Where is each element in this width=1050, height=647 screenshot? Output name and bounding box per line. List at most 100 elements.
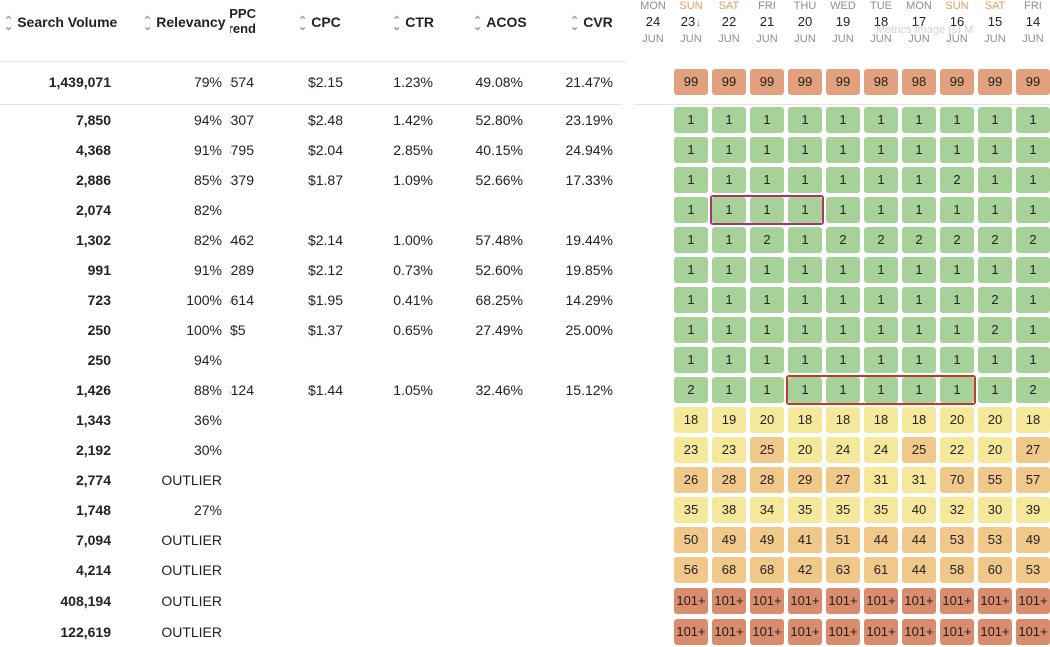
- rank-cell[interactable]: 28: [750, 467, 784, 493]
- rank-cell[interactable]: 2: [1016, 377, 1050, 403]
- rank-cell[interactable]: 1: [902, 107, 936, 133]
- rank-cell[interactable]: 101+: [788, 619, 822, 645]
- date-column-header[interactable]: SAT 15 JUN: [976, 0, 1014, 46]
- table-row[interactable]: 991 91% $289 $2.12 0.73% 52.60% 19.85%: [0, 255, 630, 285]
- rank-cell[interactable]: 1: [750, 137, 784, 163]
- rank-cell[interactable]: 39: [1016, 497, 1050, 523]
- ctr-header[interactable]: ⌃ ⌄ CTR: [392, 14, 434, 33]
- rank-cell[interactable]: 1: [864, 197, 898, 223]
- rank-cell[interactable]: 60: [978, 557, 1012, 583]
- rank-cell[interactable]: 1: [788, 107, 822, 133]
- table-row[interactable]: 4,214 OUTLIER: [0, 555, 630, 585]
- date-column-header[interactable]: FRI 14 JUN: [1014, 0, 1050, 46]
- rank-cell[interactable]: 30: [978, 497, 1012, 523]
- rank-cell[interactable]: 1: [1016, 317, 1050, 343]
- rank-cell[interactable]: 20: [940, 407, 974, 433]
- rank-cell[interactable]: 27: [826, 467, 860, 493]
- rank-cell[interactable]: 101+: [902, 588, 936, 614]
- rank-cell[interactable]: 1: [712, 227, 746, 253]
- rank-cell[interactable]: 101+: [674, 588, 708, 614]
- rank-cell[interactable]: 57: [1016, 467, 1050, 493]
- rank-cell[interactable]: 1: [864, 167, 898, 193]
- rank-cell[interactable]: 58: [940, 557, 974, 583]
- rank-cell[interactable]: 1: [788, 347, 822, 373]
- rank-cell[interactable]: 101+: [978, 619, 1012, 645]
- table-row[interactable]: 2,192 30%: [0, 435, 630, 465]
- rank-cell[interactable]: 1: [1016, 257, 1050, 283]
- rank-cell[interactable]: 18: [864, 407, 898, 433]
- rank-cell[interactable]: 2: [1016, 227, 1050, 253]
- rank-cell[interactable]: 1: [750, 347, 784, 373]
- cvr-header[interactable]: ⌃ ⌄ CVR: [570, 14, 613, 33]
- rank-cell[interactable]: 41: [788, 527, 822, 553]
- rank-cell[interactable]: 24: [826, 437, 860, 463]
- table-row[interactable]: 2,774 OUTLIER: [0, 465, 630, 495]
- rank-cell[interactable]: 1: [1016, 197, 1050, 223]
- rank-cell[interactable]: 1: [864, 317, 898, 343]
- table-row[interactable]: 122,619 OUTLIER: [0, 617, 630, 647]
- table-row[interactable]: 1,302 82% $462 $2.14 1.00% 57.48% 19.44%: [0, 225, 630, 255]
- rank-cell[interactable]: 1: [712, 107, 746, 133]
- search-volume-header[interactable]: ⌃ ⌄ Search Volume: [4, 14, 117, 33]
- rank-cell[interactable]: 1: [712, 317, 746, 343]
- rank-cell[interactable]: 101+: [940, 619, 974, 645]
- rank-cell[interactable]: 1: [826, 107, 860, 133]
- rank-cell[interactable]: 35: [788, 497, 822, 523]
- rank-cell[interactable]: 101+: [978, 588, 1012, 614]
- rank-cell[interactable]: 1: [1016, 347, 1050, 373]
- rank-cell[interactable]: 44: [864, 527, 898, 553]
- table-row[interactable]: 1,426 88% $124 $1.44 1.05% 32.46% 15.12%: [0, 375, 630, 405]
- rank-cell[interactable]: 101+: [750, 588, 784, 614]
- rank-cell[interactable]: 1: [978, 257, 1012, 283]
- rank-cell[interactable]: 1: [750, 257, 784, 283]
- rank-cell[interactable]: 24: [864, 437, 898, 463]
- rank-cell[interactable]: 1: [902, 287, 936, 313]
- rank-cell[interactable]: 1: [674, 317, 708, 343]
- rank-cell[interactable]: 63: [826, 557, 860, 583]
- table-row[interactable]: 723 100% $614 $1.95 0.41% 68.25% 14.29%: [0, 285, 630, 315]
- table-row[interactable]: 1,343 36%: [0, 405, 630, 435]
- rank-cell[interactable]: 101+: [788, 588, 822, 614]
- rank-cell[interactable]: 98: [864, 69, 898, 95]
- rank-cell[interactable]: 1: [788, 167, 822, 193]
- table-row[interactable]: 4,368 91% $795 $2.04 2.85% 40.15% 24.94%: [0, 135, 630, 165]
- cpc-header[interactable]: ⌃ ⌄ CPC: [298, 14, 341, 33]
- rank-cell[interactable]: 1: [826, 287, 860, 313]
- rank-cell[interactable]: 35: [826, 497, 860, 523]
- rank-cell[interactable]: 70: [940, 467, 974, 493]
- rank-cell[interactable]: 1: [712, 167, 746, 193]
- rank-cell[interactable]: 1: [902, 377, 936, 403]
- rank-cell[interactable]: 1: [712, 257, 746, 283]
- rank-cell[interactable]: 1: [940, 107, 974, 133]
- rank-cell[interactable]: 99: [1016, 69, 1050, 95]
- table-row[interactable]: 7,094 OUTLIER: [0, 525, 630, 555]
- rank-cell[interactable]: 1: [864, 377, 898, 403]
- rank-cell[interactable]: 53: [978, 527, 1012, 553]
- rank-cell[interactable]: 1: [750, 197, 784, 223]
- rank-cell[interactable]: 19: [712, 407, 746, 433]
- rank-cell[interactable]: 1: [978, 347, 1012, 373]
- rank-cell[interactable]: 101+: [674, 619, 708, 645]
- rank-cell[interactable]: 40: [902, 497, 936, 523]
- rank-cell[interactable]: 61: [864, 557, 898, 583]
- rank-cell[interactable]: 18: [788, 407, 822, 433]
- date-column-header[interactable]: THU 20 JUN: [786, 0, 824, 46]
- date-column-header[interactable]: FRI 21 JUN: [748, 0, 786, 46]
- rank-cell[interactable]: 1: [864, 257, 898, 283]
- rank-cell[interactable]: 1: [750, 287, 784, 313]
- rank-cell[interactable]: 20: [788, 437, 822, 463]
- table-row[interactable]: 250 94%: [0, 345, 630, 375]
- rank-cell[interactable]: 53: [1016, 557, 1050, 583]
- table-row[interactable]: 7,850 94% $307 $2.48 1.42% 52.80% 23.19%: [0, 105, 630, 135]
- rank-cell[interactable]: 1: [978, 197, 1012, 223]
- rank-cell[interactable]: 29: [788, 467, 822, 493]
- rank-cell[interactable]: 1: [674, 287, 708, 313]
- rank-cell[interactable]: 1: [978, 137, 1012, 163]
- rank-cell[interactable]: 22: [940, 437, 974, 463]
- rank-cell[interactable]: 1: [940, 317, 974, 343]
- rank-cell[interactable]: 1: [674, 107, 708, 133]
- rank-cell[interactable]: 18: [902, 407, 936, 433]
- relevancy-header[interactable]: ⌃ ⌄ Relevancy: [143, 14, 226, 33]
- rank-cell[interactable]: 1: [978, 167, 1012, 193]
- rank-cell[interactable]: 20: [978, 437, 1012, 463]
